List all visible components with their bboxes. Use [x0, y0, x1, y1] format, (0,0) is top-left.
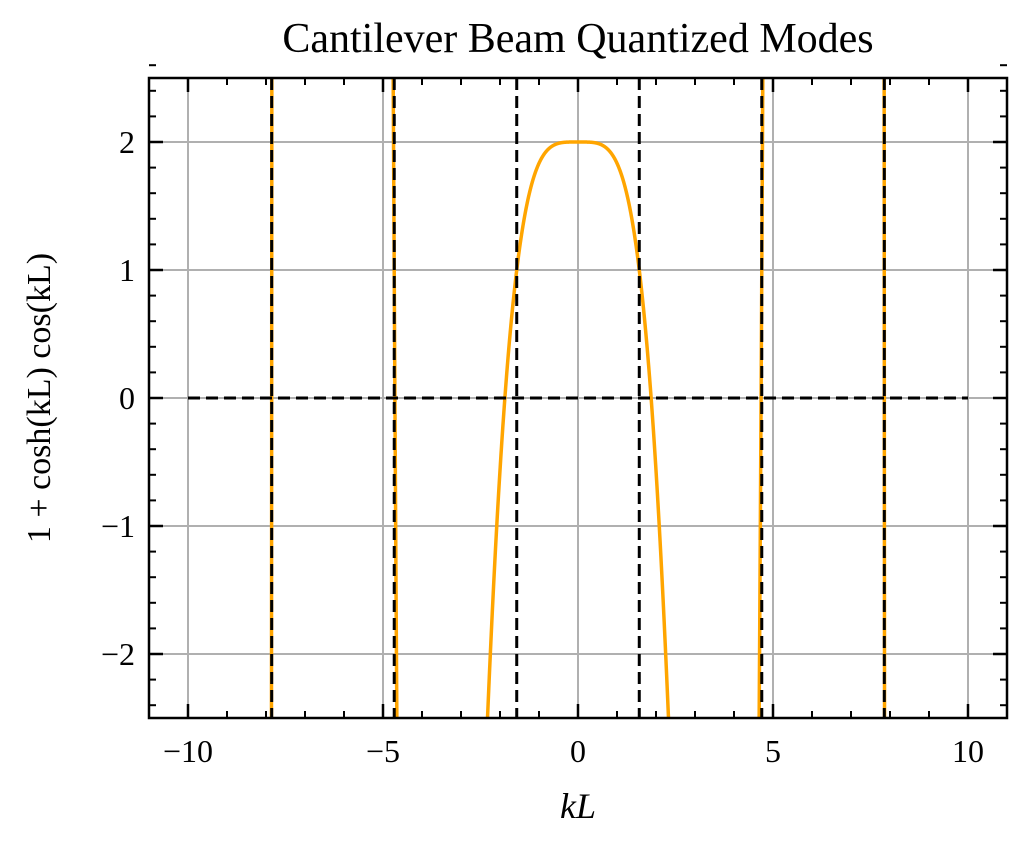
x-axis-label: kL [560, 786, 596, 826]
x-tick-label: 5 [765, 733, 781, 769]
y-tick-label: 2 [119, 124, 135, 160]
x-tick-label: 10 [952, 733, 984, 769]
y-axis-label: 1 + cosh(kL) cos(kL) [21, 253, 58, 543]
chart-title: Cantilever Beam Quantized Modes [282, 16, 873, 62]
x-tick-label: 0 [570, 733, 586, 769]
y-tick-label: 0 [119, 380, 135, 416]
x-tick-label: −10 [163, 733, 213, 769]
plot-area [188, 78, 968, 718]
y-tick-label: −1 [101, 508, 135, 544]
axes-frame [147, 76, 1009, 720]
series-line [269, 78, 887, 718]
x-tick-label: −5 [366, 733, 400, 769]
y-tick-label: 1 [119, 252, 135, 288]
y-tick-label: −2 [101, 636, 135, 672]
